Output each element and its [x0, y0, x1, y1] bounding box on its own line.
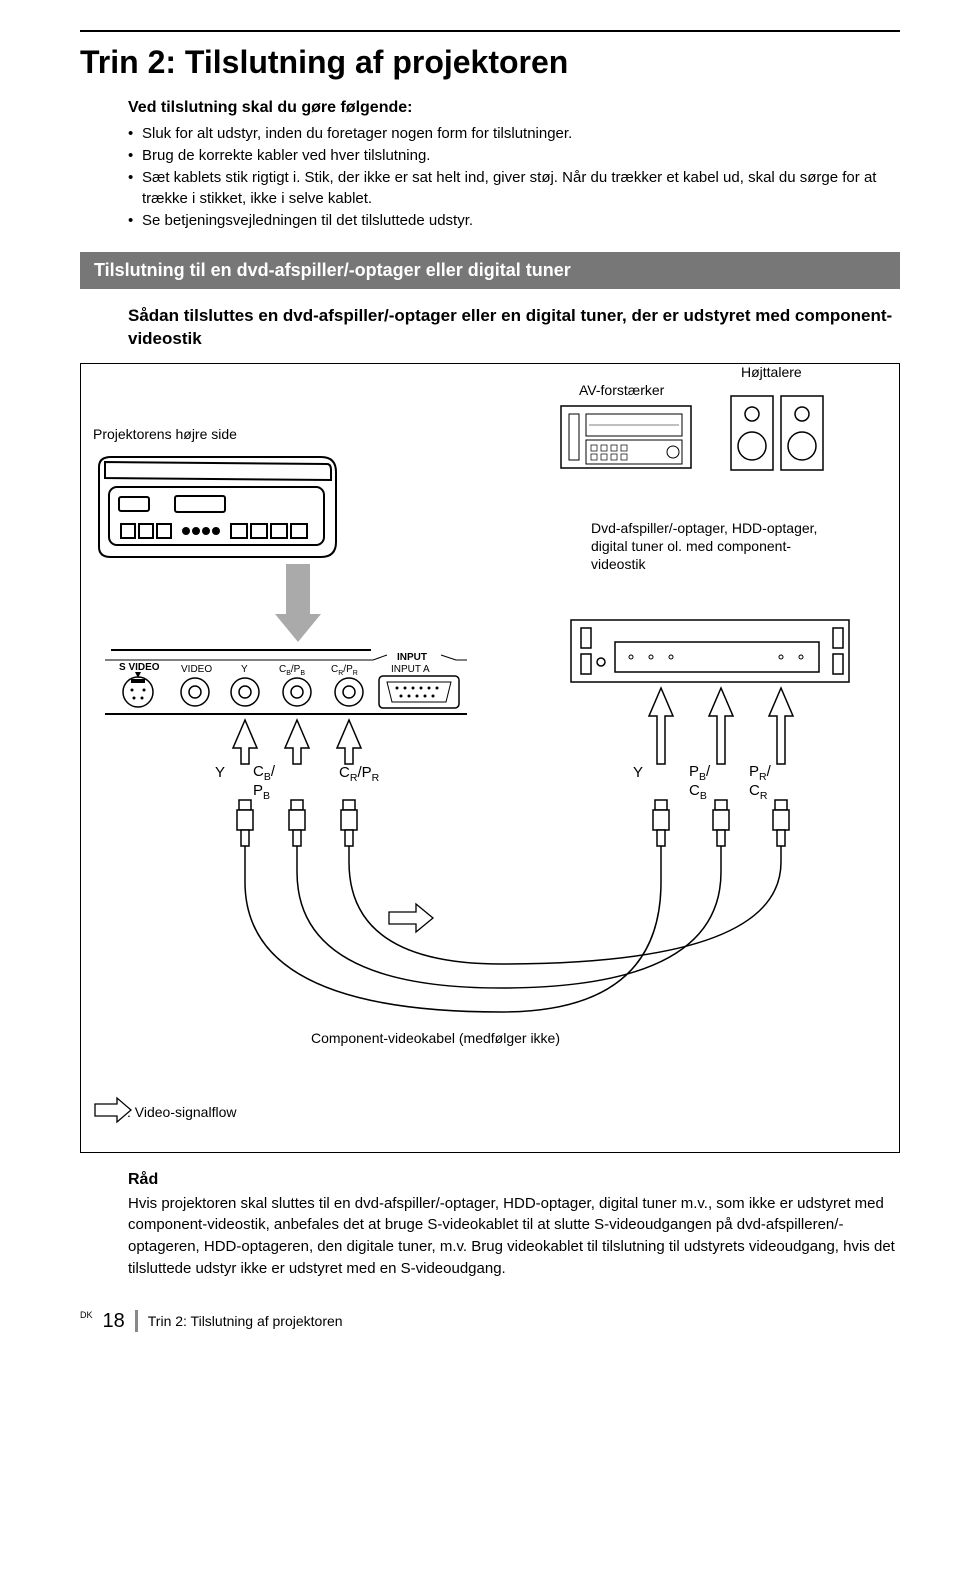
arrow-proj-to-panel: [275, 564, 321, 642]
list-item: Se betjeningsvejledningen til det tilslu…: [128, 210, 900, 232]
arrows-proj-side: [233, 720, 361, 764]
list-item: Brug de korrekte kabler ved hver tilslut…: [128, 145, 900, 167]
footer-title: Trin 2: Tilslutning af projektoren: [148, 1313, 343, 1329]
flow-arrow-legend-icon: [95, 1098, 131, 1122]
arrows-dvd-side: [649, 688, 793, 764]
intro-lead: Ved tilslutning skal du gøre følgende:: [128, 99, 900, 117]
list-item: Sluk for alt udstyr, inden du foretager …: [128, 123, 900, 145]
footer-page: 18: [103, 1310, 125, 1333]
intro-bullets: Sluk for alt udstyr, inden du foretager …: [128, 123, 900, 232]
page-title: Trin 2: Tilslutning af projektoren: [80, 44, 900, 81]
list-item: Sæt kablets stik rigtigt i. Stik, der ik…: [128, 167, 900, 211]
footer-divider: [135, 1310, 138, 1332]
speakers-icon: [731, 396, 823, 470]
dvd-player-icon: [571, 620, 849, 682]
flow-arrow-icon: [389, 904, 433, 932]
advice-heading: Råd: [128, 1171, 900, 1189]
cable: [237, 800, 789, 1012]
subheading: Sådan tilsluttes en dvd-afspiller/-optag…: [128, 305, 900, 351]
footer-dk: DK: [80, 1310, 93, 1320]
section-band: Tilslutning til en dvd-afspiller/-optage…: [80, 252, 900, 289]
input-panel: [105, 650, 467, 714]
projector-icon: [99, 457, 336, 557]
av-amplifier-icon: [561, 406, 691, 468]
wiring-diagram: Projektorens højre side AV-forstærker Hø…: [80, 363, 900, 1153]
diagram-svg: [91, 372, 881, 1142]
advice-text: Hvis projektoren skal sluttes til en dvd…: [128, 1193, 900, 1280]
page-footer: DK 18 Trin 2: Tilslutning af projektoren: [80, 1310, 900, 1333]
